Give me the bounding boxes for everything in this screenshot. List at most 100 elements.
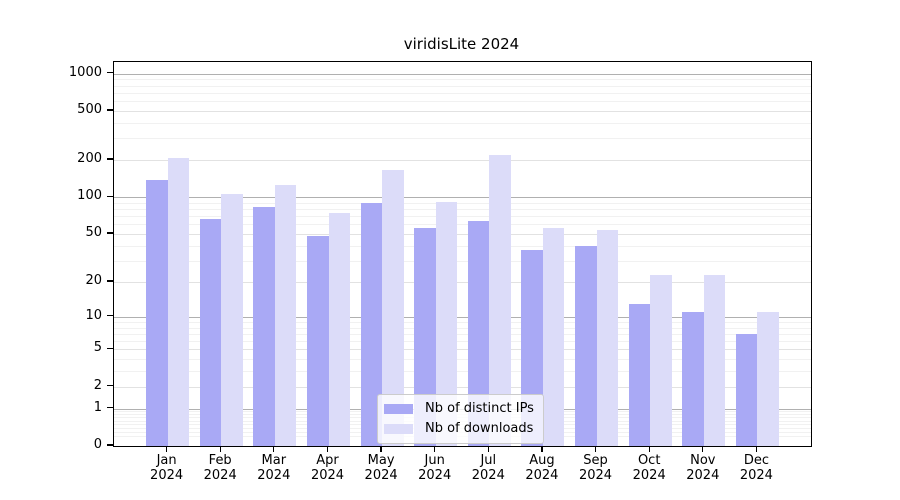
x-tick-year: 2024 <box>525 468 559 483</box>
legend-item-distinct-ips: Nb of distinct IPs <box>384 401 534 416</box>
gridline-60 <box>114 224 811 226</box>
y-tick-label-100: 100 <box>77 188 102 204</box>
plot-area <box>113 61 812 447</box>
bar-downloads-apr <box>328 212 350 446</box>
x-tick-year: 2024 <box>257 468 291 483</box>
x-tick-label-may: May 2024 <box>353 453 409 483</box>
x-tick-mark-mar <box>273 447 275 452</box>
x-tick-year: 2024 <box>418 468 452 483</box>
x-tick-label-jun: Jun 2024 <box>407 453 463 483</box>
bar-distinct-ips-nov <box>682 312 704 446</box>
x-tick-month: Aug <box>529 453 555 468</box>
x-tick-label-feb: Feb 2024 <box>192 453 248 483</box>
y-tick-mark-5 <box>107 347 113 350</box>
y-tick-mark-2 <box>107 385 113 387</box>
gridline-7 <box>114 333 811 335</box>
x-tick-mark-jan <box>165 447 168 452</box>
gridline-900 <box>114 79 811 81</box>
legend: Nb of distinct IPs Nb of downloads <box>377 394 544 444</box>
bar-downloads-jan <box>167 157 190 446</box>
x-tick-month: Sep <box>583 453 608 468</box>
bar-downloads-mar <box>274 184 297 446</box>
x-tick-label-mar: Mar 2024 <box>246 453 302 483</box>
x-tick-label-jul: Jul 2024 <box>460 453 516 483</box>
x-tick-month: May <box>367 453 395 468</box>
x-tick-label-apr: Apr 2024 <box>300 453 356 483</box>
y-tick-mark-1 <box>107 406 113 409</box>
x-tick-year: 2024 <box>150 468 184 483</box>
x-tick-year: 2024 <box>686 468 720 483</box>
x-tick-label-dec: Dec 2024 <box>728 453 784 483</box>
gridline-500 <box>114 110 811 112</box>
bar-distinct-ips-jun <box>414 228 436 446</box>
y-tick-mark-100 <box>107 195 113 197</box>
gridline-50 <box>114 234 811 236</box>
bar-downloads-aug <box>542 228 565 446</box>
y-tick-mark-500 <box>107 109 113 111</box>
bar-downloads-oct <box>650 274 672 446</box>
x-tick-label-sep: Sep 2024 <box>568 453 624 483</box>
y-tick-label-200: 200 <box>77 151 102 167</box>
x-tick-mark-aug <box>541 447 543 452</box>
bar-downloads-nov <box>703 274 726 446</box>
x-tick-mark-dec <box>755 447 758 452</box>
x-tick-mark-jul <box>487 447 489 452</box>
bar-distinct-ips-apr <box>307 236 329 446</box>
y-tick-label-5: 5 <box>93 340 102 356</box>
x-tick-mark-feb <box>219 447 221 452</box>
y-tick-mark-200 <box>107 158 113 160</box>
bar-downloads-jun <box>435 202 458 446</box>
legend-item-downloads: Nb of downloads <box>384 421 534 436</box>
gridline-8 <box>114 327 811 329</box>
x-tick-month: Jun <box>424 453 445 468</box>
x-tick-mark-may <box>380 447 382 452</box>
x-tick-year: 2024 <box>471 468 505 483</box>
x-tick-label-jan: Jan 2024 <box>139 453 195 483</box>
y-tick-label-500: 500 <box>77 101 102 117</box>
x-tick-year: 2024 <box>739 468 773 483</box>
bar-distinct-ips-may <box>360 203 383 446</box>
x-tick-label-aug: Aug 2024 <box>514 453 570 483</box>
legend-swatch-downloads <box>384 423 413 434</box>
gridline-200 <box>114 160 811 162</box>
bar-downloads-dec <box>757 312 779 446</box>
gridline-600 <box>114 101 811 103</box>
x-tick-month: Jan <box>156 453 177 468</box>
bar-distinct-ips-mar <box>253 207 275 446</box>
bar-downloads-may <box>382 169 404 446</box>
bar-distinct-ips-dec <box>735 333 758 446</box>
gridline-10 <box>114 316 811 318</box>
bar-distinct-ips-oct <box>628 303 651 446</box>
x-tick-mark-jun <box>434 447 436 452</box>
y-tick-label-20: 20 <box>85 272 102 288</box>
bar-distinct-ips-jul <box>467 221 490 446</box>
gridline-100 <box>114 197 811 199</box>
bar-downloads-feb <box>221 193 243 446</box>
gridline-90 <box>114 202 811 204</box>
x-tick-label-nov: Nov 2024 <box>675 453 731 483</box>
y-tick-label-1: 1 <box>93 399 102 415</box>
gridline-9 <box>114 321 811 323</box>
y-tick-label-2: 2 <box>93 377 102 393</box>
gridline-3 <box>114 371 811 373</box>
x-tick-year: 2024 <box>632 468 666 483</box>
legend-label-distinct-ips: Nb of distinct IPs <box>425 401 534 416</box>
y-tick-mark-0 <box>107 444 113 446</box>
bar-downloads-sep <box>596 230 618 446</box>
x-tick-year: 2024 <box>578 468 613 483</box>
y-tick-mark-10 <box>107 315 113 317</box>
x-tick-mark-nov <box>702 447 704 452</box>
x-tick-mark-sep <box>594 447 597 452</box>
legend-swatch-distinct-ips <box>384 403 413 414</box>
gridline-30 <box>114 260 811 262</box>
bar-distinct-ips-jan <box>146 180 168 446</box>
x-tick-year: 2024 <box>310 468 345 483</box>
bar-distinct-ips-feb <box>199 219 222 446</box>
gridline-400 <box>114 122 811 124</box>
x-tick-year: 2024 <box>364 468 398 483</box>
gridline-700 <box>114 92 811 94</box>
x-tick-month: Oct <box>637 453 661 468</box>
bar-distinct-ips-sep <box>575 245 597 446</box>
gridline-40 <box>114 245 811 247</box>
